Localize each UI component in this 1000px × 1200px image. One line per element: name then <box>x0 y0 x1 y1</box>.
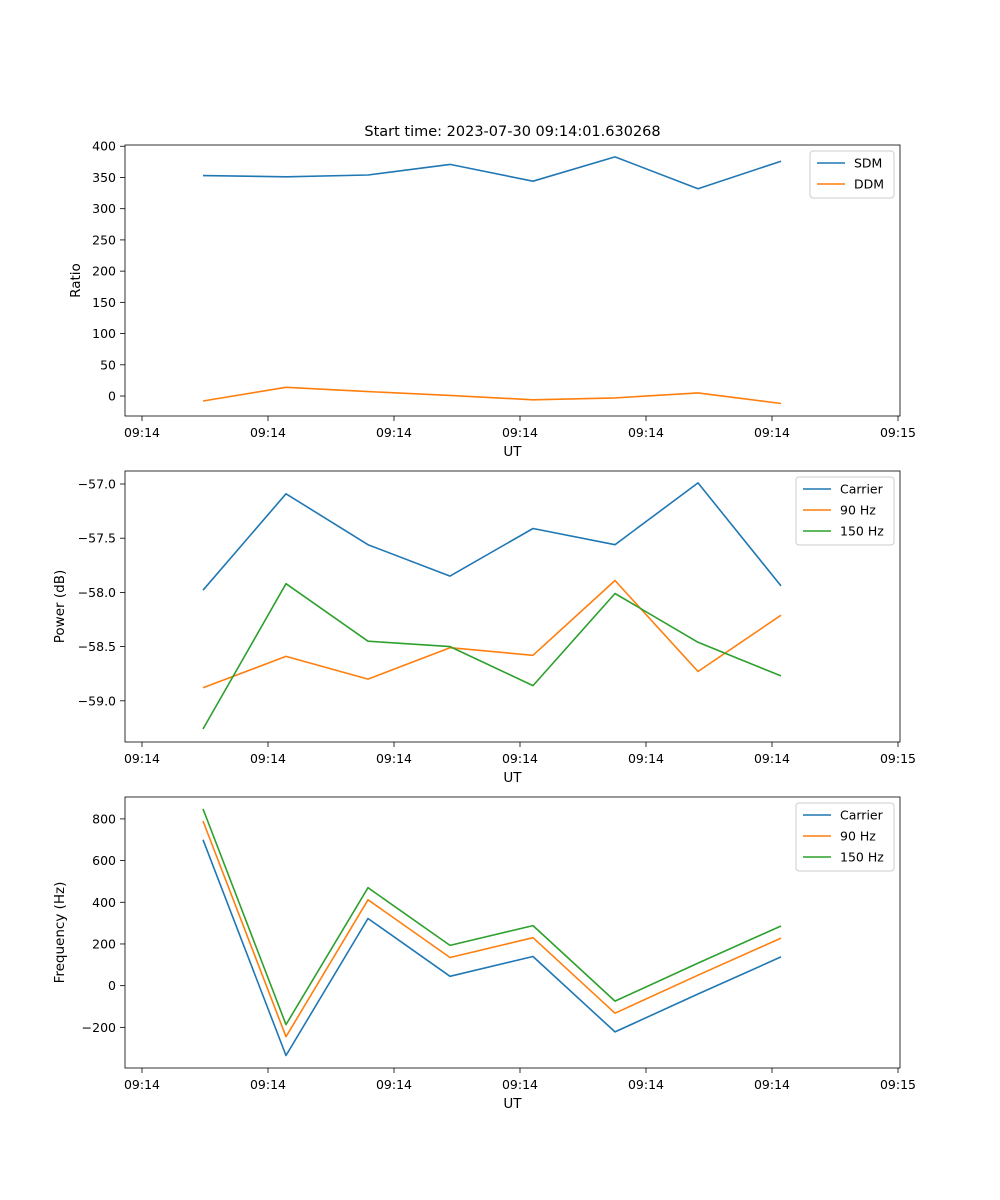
legend-box <box>795 802 895 872</box>
x-tick-label: 09:14 <box>628 751 664 766</box>
series-line-150-hz <box>202 582 782 730</box>
x-tick-label: 09:14 <box>250 425 286 440</box>
x-tick-label: 09:15 <box>880 1077 916 1092</box>
chart-panel-2: 09:14 09:14 09:14 09:14 09:14 09:14 09:15 UT −59… <box>52 470 916 786</box>
legend: SDM DDM <box>809 150 895 199</box>
x-tick-label: 09:14 <box>376 425 412 440</box>
y-axis-label: Frequency (Hz) <box>52 882 68 984</box>
legend-label: Carrier <box>840 808 884 823</box>
y-tick-label: −57.0 <box>78 477 116 492</box>
x-tick-label: 09:14 <box>502 1077 538 1092</box>
x-tick-label: 09:14 <box>124 425 160 440</box>
x-tick-label: 09:14 <box>124 751 160 766</box>
y-tick-label: 800 <box>92 811 116 826</box>
x-tick-label: 09:15 <box>880 425 916 440</box>
y-axis-label: Power (dB) <box>52 570 68 643</box>
y-tick-label: 300 <box>92 201 116 216</box>
x-tick-label: 09:14 <box>754 1077 790 1092</box>
y-axis-label: Ratio <box>68 263 84 298</box>
legend-label: SDM <box>854 156 882 171</box>
legend: Carrier 90 Hz 150 Hz <box>795 802 895 872</box>
y-tick-label: 0 <box>108 978 116 993</box>
x-tick-label: 09:14 <box>502 751 538 766</box>
series-line-sdm <box>202 156 782 190</box>
y-tick-label: 200 <box>92 936 116 951</box>
y-tick-label: 250 <box>92 232 116 247</box>
series-line-carrier <box>202 482 782 591</box>
x-tick-label: 09:14 <box>124 1077 160 1092</box>
y-tick-label: 150 <box>92 295 116 310</box>
series-line-90-hz <box>202 579 782 689</box>
x-tick-label: 09:14 <box>628 1077 664 1092</box>
x-axis-label: UT <box>503 444 522 460</box>
x-tick-label: 09:14 <box>628 425 664 440</box>
series-line-90-hz <box>202 820 782 1038</box>
y-tick-label: 100 <box>92 326 116 341</box>
y-tick-label: 0 <box>108 389 116 404</box>
axes-frame <box>124 796 901 1069</box>
y-tick-label: −57.5 <box>78 531 116 546</box>
y-tick-label: 50 <box>100 357 116 372</box>
series-line-ddm <box>202 386 782 405</box>
x-tick-label: 09:14 <box>376 751 412 766</box>
y-tick-label: 400 <box>92 895 116 910</box>
y-tick-label: 200 <box>92 264 116 279</box>
x-tick-label: 09:14 <box>754 425 790 440</box>
x-tick-label: 09:15 <box>880 751 916 766</box>
y-tick-label: −58.0 <box>78 585 116 600</box>
y-tick-label: 400 <box>92 139 116 154</box>
chart-panel-3: 09:14 09:14 09:14 09:14 09:14 09:14 09:15 UT −20… <box>52 796 916 1112</box>
legend-label: 90 Hz <box>840 829 876 844</box>
legend-label: Carrier <box>840 482 884 497</box>
legend-label: 150 Hz <box>840 850 884 865</box>
series-line-carrier <box>202 839 782 1057</box>
x-tick-label: 09:14 <box>250 1077 286 1092</box>
x-tick-label: 09:14 <box>502 425 538 440</box>
legend-box <box>795 476 895 546</box>
y-tick-label: −59.0 <box>78 693 116 708</box>
x-tick-label: 09:14 <box>250 751 286 766</box>
axes-frame <box>124 470 901 743</box>
series-line-150-hz <box>202 808 782 1026</box>
x-tick-label: 09:14 <box>754 751 790 766</box>
y-tick-label: 600 <box>92 853 116 868</box>
legend-label: DDM <box>854 177 884 192</box>
y-tick-label: −200 <box>82 1020 116 1035</box>
x-axis-label: UT <box>503 770 522 786</box>
y-tick-label: 350 <box>92 170 116 185</box>
x-tick-label: 09:14 <box>376 1077 412 1092</box>
legend-label: 90 Hz <box>840 503 876 518</box>
x-axis-label: UT <box>503 1096 522 1112</box>
chart-panel-1: 09:14 09:14 09:14 09:14 09:14 09:14 09:15 UT 0 50… <box>68 139 916 460</box>
legend-label: 150 Hz <box>840 524 884 539</box>
figure-title: Start time: 2023-07-30 09:14:01.630268 <box>364 124 660 140</box>
axes-frame <box>124 144 901 417</box>
y-tick-label: −58.5 <box>78 639 116 654</box>
legend: Carrier 90 Hz 150 Hz <box>795 476 895 546</box>
